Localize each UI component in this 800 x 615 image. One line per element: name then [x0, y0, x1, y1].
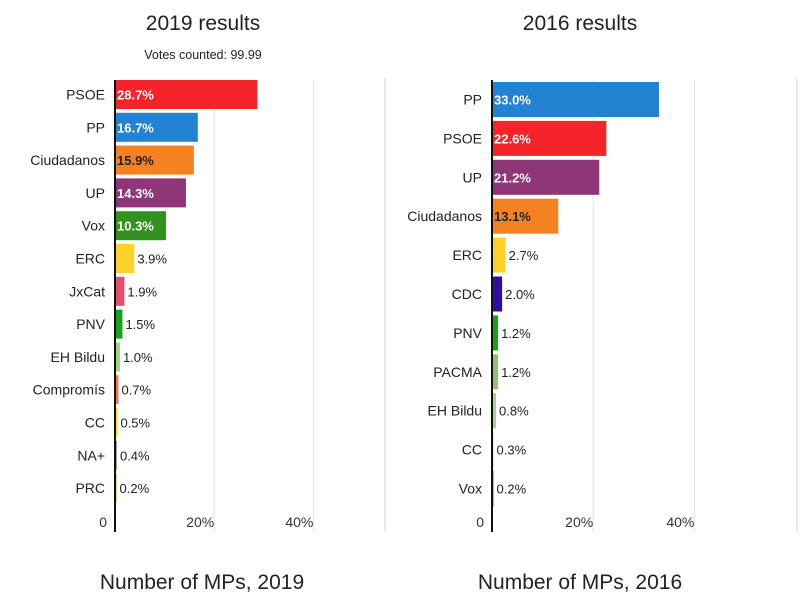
chart-2019-tick-label: 20% — [186, 514, 214, 530]
chart-2016-category-label: PP — [463, 92, 482, 108]
chart-2019-category-label: NA+ — [77, 447, 105, 463]
chart-2016-bar — [492, 237, 506, 273]
chart-2019-category-label: Ciudadanos — [30, 152, 105, 168]
chart-2019-value-label: 0.4% — [120, 448, 150, 463]
chart-2016-value-label: 22.6% — [494, 131, 531, 146]
chart-2016-bar — [492, 159, 600, 195]
chart-2016-category-label: Ciudadanos — [407, 208, 482, 224]
chart-2019-bar — [115, 276, 125, 306]
chart-2019-category-label: UP — [86, 185, 105, 201]
chart-2016-value-label: 0.3% — [497, 443, 527, 458]
chart-2019-value-label: 3.9% — [137, 252, 167, 267]
chart-2019-bar — [115, 244, 135, 273]
chart-2016-value-label: 2.7% — [509, 248, 539, 263]
chart-2019-subtitle: Votes counted: 99.99 — [144, 48, 262, 62]
chart-2019-category-label: CC — [85, 415, 105, 431]
chart-2019-category-label: PRC — [75, 480, 105, 496]
chart-2016-bar — [492, 393, 497, 429]
chart-2019-bar — [115, 375, 119, 405]
chart-2016-value-label: 21.2% — [494, 170, 531, 185]
chart-2019-category-label: PSOE — [66, 87, 105, 103]
chart-2016-value-label: 1.2% — [501, 365, 531, 380]
chart-2016-value-label: 0.8% — [499, 404, 529, 419]
chart-2016-value-label: 2.0% — [505, 287, 535, 302]
chart-2016-category-label: UP — [463, 169, 482, 185]
chart-2019-value-label: 1.0% — [123, 350, 153, 365]
chart-2016-value-label: 0.2% — [497, 482, 527, 497]
chart-2019-value-label: 14.3% — [117, 186, 154, 201]
chart-2019-bar — [115, 309, 123, 339]
chart-2016-category-label: EH Bildu — [428, 403, 482, 419]
chart-2019-bar — [115, 145, 194, 175]
chart-2019-category-label: Vox — [82, 218, 105, 234]
chart-2019-category-label: Compromís — [33, 382, 105, 398]
chart-2019-bar — [115, 408, 118, 437]
chart-2019-bar — [115, 112, 198, 142]
chart-2019-bar — [115, 211, 167, 241]
chart-2016-bar — [492, 276, 503, 312]
chart-2019-footer: Number of MPs, 2019 — [100, 571, 304, 594]
chart-2019: 0 20% 40% PSOE 28.7% PP 16.7% Ciudadanos 15.9% UP… — [30, 80, 314, 532]
chart-2016-category-label: ERC — [452, 247, 482, 263]
chart-2016-bar — [492, 198, 559, 234]
chart-2019-value-label: 16.7% — [117, 120, 154, 135]
chart-2016-title: 2016 results — [523, 12, 637, 35]
chart-2019-category-label: ERC — [75, 251, 105, 267]
chart-2019-category-label: EH Bildu — [51, 349, 105, 365]
chart-2019-value-label: 0.2% — [120, 481, 150, 496]
chart-2019-category-label: PNV — [76, 316, 105, 332]
chart-2019-value-label: 0.5% — [120, 416, 150, 431]
chart-2016-value-label: 13.1% — [494, 209, 531, 224]
chart-2016-value-label: 33.0% — [494, 93, 531, 108]
chart-2019-category-label: JxCat — [69, 283, 105, 299]
chart-2016-category-label: PACMA — [433, 364, 482, 380]
chart-2016-value-label: 1.2% — [501, 326, 531, 341]
chart-2016-category-label: CC — [462, 442, 482, 458]
chart-2019-bar — [115, 342, 120, 372]
chart-2016-bar — [492, 315, 499, 351]
chart-2019-value-label: 15.9% — [117, 153, 154, 168]
chart-2019-value-label: 1.5% — [125, 317, 155, 332]
chart-2016-category-label: Vox — [459, 481, 482, 497]
chart-2019-category-label: PP — [86, 119, 105, 135]
chart-2016-bar — [492, 354, 499, 390]
chart-2019-value-label: 1.9% — [127, 284, 157, 299]
chart-2019-tick-label: 0 — [99, 514, 107, 530]
chart-2016-tick-label: 20% — [565, 514, 593, 530]
chart-2019-value-label: 10.3% — [117, 219, 154, 234]
chart-2016-category-label: CDC — [452, 286, 482, 302]
chart-2016: 0 20% 40% PP 33.0% PSOE 22.6% UP 21.2% Ciudadanos… — [407, 80, 695, 532]
chart-2019-bar — [115, 178, 186, 208]
chart-2016-footer: Number of MPs, 2016 — [478, 571, 682, 594]
chart-2016-bar — [492, 82, 659, 117]
chart-2016-category-label: PNV — [453, 325, 482, 341]
chart-2019-value-label: 28.7% — [117, 88, 154, 103]
chart-2019-bar — [115, 80, 258, 109]
chart-2016-category-label: PSOE — [443, 130, 482, 146]
chart-2019-title: 2019 results — [146, 12, 260, 35]
chart-2019-value-label: 0.7% — [121, 383, 151, 398]
chart-2019-tick-label: 40% — [285, 514, 313, 530]
chart-2016-tick-label: 40% — [666, 514, 694, 530]
chart-2016-bar — [492, 120, 607, 156]
chart-2016-tick-label: 0 — [476, 514, 484, 530]
